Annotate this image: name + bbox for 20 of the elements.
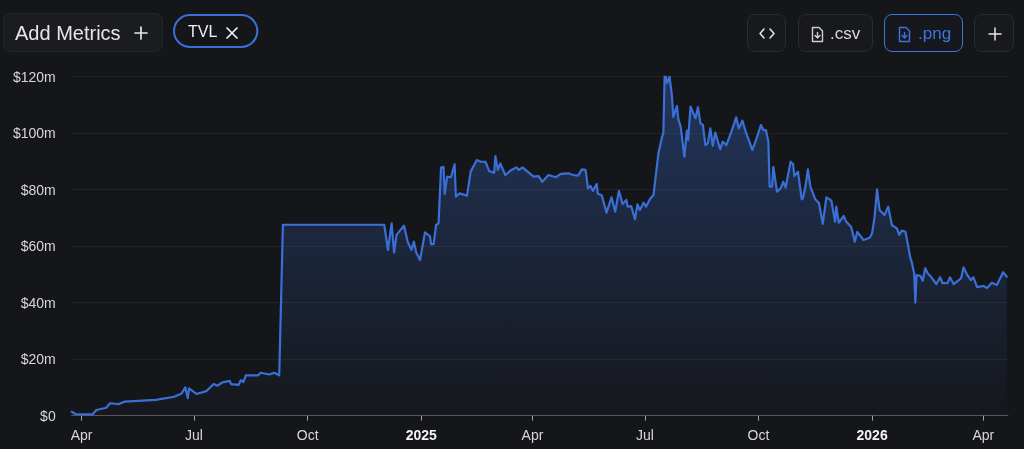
y-tick-label: $40m bbox=[20, 294, 56, 311]
png-button: .png bbox=[884, 14, 963, 52]
y-tick-label: $60m bbox=[20, 238, 56, 255]
y-tick-label: $100m bbox=[12, 125, 56, 142]
x-tick-label: 2026 bbox=[856, 426, 888, 443]
x-tick-label: Apr bbox=[70, 426, 93, 443]
x-tick-label: Apr bbox=[521, 426, 544, 443]
csv-button: .csv bbox=[798, 14, 873, 52]
x-tick-label: Jul bbox=[185, 426, 203, 443]
y-tick-label: $0 bbox=[40, 407, 56, 424]
legend-label: TVL bbox=[188, 22, 218, 40]
y-tick-label: $120m bbox=[12, 68, 56, 85]
y-tick-label: $20m bbox=[20, 351, 56, 368]
x-tick-label: Oct bbox=[747, 426, 770, 443]
add-metrics-button: Add Metrics bbox=[3, 13, 163, 52]
y-tick-label: $80m bbox=[20, 181, 56, 198]
x-tick-label: Oct bbox=[296, 426, 319, 443]
x-tick-label: 2025 bbox=[405, 426, 438, 443]
x-tick-label: Jul bbox=[635, 426, 654, 443]
x-tick-label: Apr bbox=[972, 426, 995, 443]
